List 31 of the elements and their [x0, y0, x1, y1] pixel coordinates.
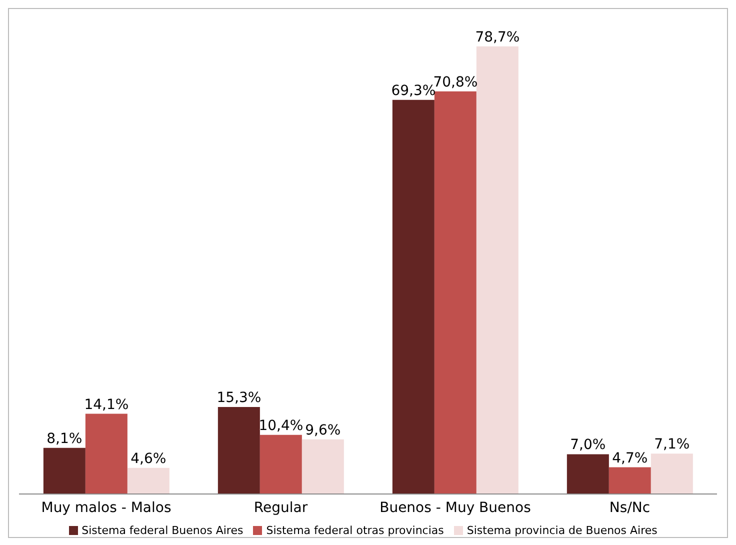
bar	[434, 91, 476, 494]
bar	[566, 454, 609, 494]
x-tick-label: Muy malos - Malos	[41, 500, 172, 516]
bar	[85, 414, 128, 494]
data-label: 14,1%	[84, 396, 129, 413]
bar	[43, 448, 86, 494]
data-label: 4,6%	[130, 450, 166, 467]
data-label: 7,0%	[570, 437, 606, 454]
legend-label: Sistema provincia de Buenos Aires	[466, 524, 658, 537]
bar	[392, 100, 434, 494]
data-label: 10,4%	[258, 418, 304, 434]
data-label: 4,7%	[612, 450, 648, 466]
x-tick-label: Buenos - Muy Buenos	[380, 500, 531, 516]
data-label: 9,6%	[305, 422, 341, 438]
x-tick-label: Ns/Nc	[609, 500, 650, 516]
legend-label: Sistema federal Buenos Aires	[82, 524, 244, 537]
bar	[476, 46, 518, 494]
x-tick-label: Regular	[254, 500, 308, 516]
legend-label: Sistema federal otras provincias	[266, 524, 444, 537]
bar	[260, 434, 302, 494]
data-label: 69,3%	[391, 82, 436, 99]
bar	[650, 454, 693, 494]
bar	[218, 406, 260, 494]
bar	[608, 467, 651, 494]
data-label: 70,8%	[433, 74, 478, 90]
data-label: 7,1%	[654, 436, 690, 453]
data-label: 78,7%	[475, 29, 520, 46]
bar	[127, 468, 170, 494]
data-label: 8,1%	[46, 430, 82, 447]
bar	[302, 439, 344, 494]
data-label: 15,3%	[216, 390, 262, 406]
